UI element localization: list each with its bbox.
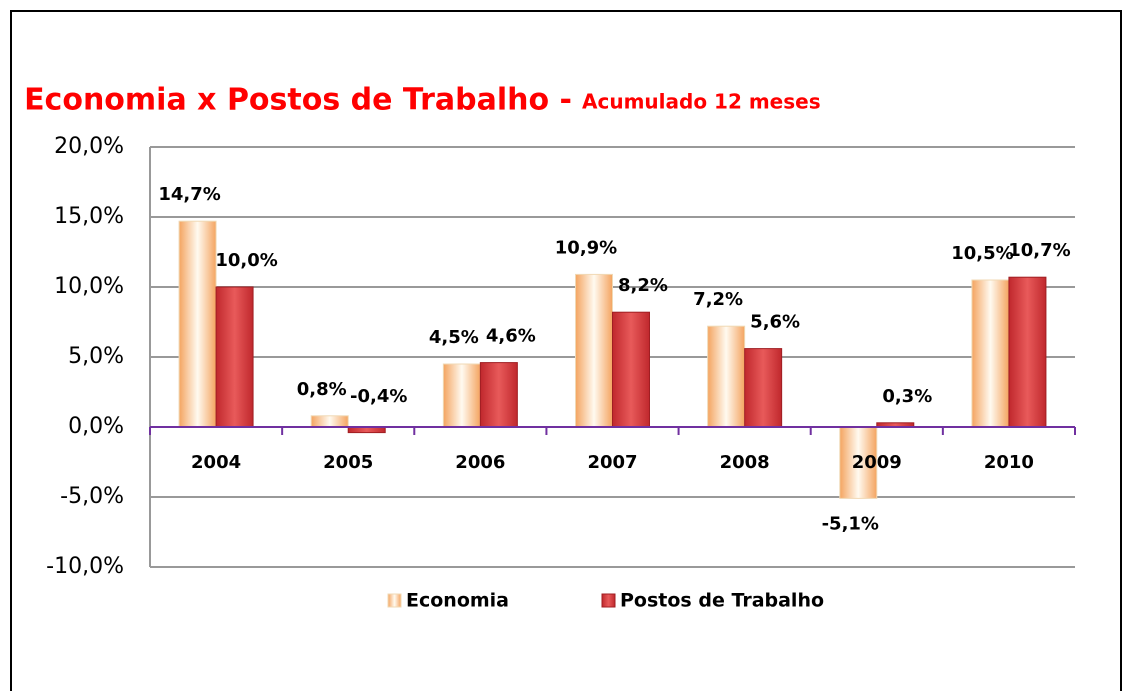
bar [744, 348, 783, 428]
legend-swatch [601, 593, 616, 608]
data-label: 10,7% [1008, 240, 1070, 261]
bar [575, 273, 613, 428]
y-tick-label: 15,0% [54, 204, 124, 229]
legend-label: Postos de Trabalho [620, 590, 824, 612]
bar [479, 362, 518, 428]
data-label: 4,6% [486, 326, 536, 347]
x-tick-label: 2010 [984, 452, 1034, 473]
y-tick-label: -10,0% [46, 554, 124, 579]
bar [707, 325, 746, 428]
x-tick-label: 2007 [587, 452, 637, 473]
chart-subtitle: Acumulado 12 meses [582, 90, 821, 114]
bar [310, 415, 349, 428]
bar [612, 311, 650, 428]
y-tick-label: 20,0% [54, 134, 124, 159]
x-tick-label: 2005 [323, 452, 373, 473]
data-label: -5,1% [822, 513, 879, 534]
x-tick-label: 2009 [852, 452, 902, 473]
bar [215, 286, 254, 428]
data-label: 0,8% [297, 379, 347, 400]
x-tick-label: 2008 [720, 452, 770, 473]
data-label: 10,9% [555, 237, 617, 258]
y-tick-label: 0,0% [68, 414, 124, 439]
data-label: 10,0% [215, 250, 277, 271]
bar [178, 220, 217, 428]
data-label: 14,7% [158, 184, 220, 205]
bar [442, 363, 481, 428]
data-label: 5,6% [750, 312, 800, 333]
y-tick-label: 10,0% [54, 274, 124, 299]
data-label: 10,5% [951, 243, 1013, 264]
y-tick-label: -5,0% [60, 484, 124, 509]
legend-swatch [387, 593, 402, 608]
data-label: 4,5% [429, 327, 479, 348]
data-label: -0,4% [350, 386, 407, 407]
y-tick-label: 5,0% [68, 344, 124, 369]
bar [971, 279, 1010, 428]
data-label: 0,3% [882, 386, 932, 407]
chart-title: Economia x Postos de Trabalho - [24, 83, 572, 118]
data-label: 7,2% [693, 289, 743, 310]
bar [1008, 276, 1047, 428]
x-tick-label: 2006 [455, 452, 505, 473]
data-label: 8,2% [618, 275, 668, 296]
legend-label: Economia [406, 590, 509, 612]
x-tick-label: 2004 [191, 452, 241, 473]
